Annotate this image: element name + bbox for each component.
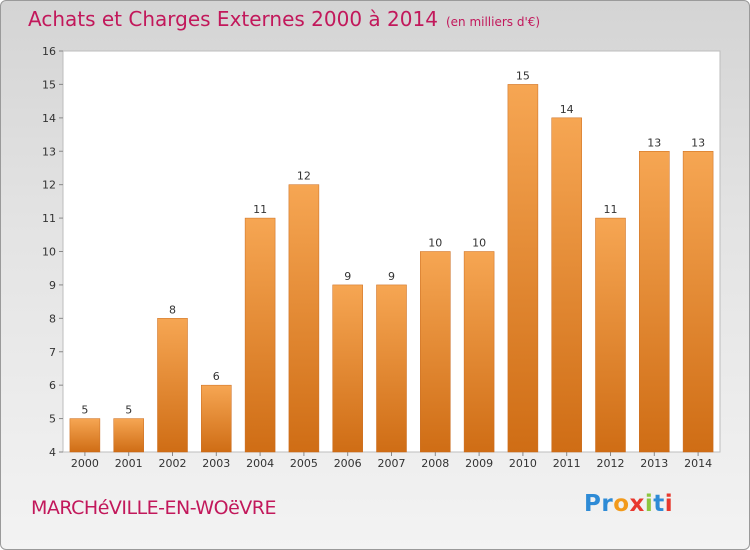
x-tick-label-2008: 2008 [421,457,449,470]
x-tick-label-2006: 2006 [334,457,362,470]
bar-2001 [113,418,144,453]
data-label-2008: 10 [428,237,442,250]
data-label-2006: 9 [344,270,351,283]
bar-2010 [507,84,539,453]
x-tick-label-2001: 2001 [115,457,143,470]
logo-letter: i [664,491,674,517]
data-label-2005: 12 [297,170,311,183]
bar-2004 [244,217,276,453]
x-tick-label-2009: 2009 [465,457,493,470]
y-tick-label: 4 [49,446,56,459]
data-label-2002: 8 [169,303,176,316]
y-tick-label: 12 [42,179,56,192]
unit-text: (en milliers d'€) [445,15,541,29]
bar-2003 [201,384,232,453]
data-label-2013: 13 [647,136,661,149]
y-tick-label: 14 [42,112,56,125]
bar-2013 [639,151,670,453]
x-tick-label-2007: 2007 [378,457,406,470]
bar-2009 [463,251,495,453]
x-tick-label-2012: 2012 [597,457,625,470]
logo-letter: P [584,491,602,517]
y-tick-label: 6 [49,379,56,392]
x-tick-label-2014: 2014 [684,457,712,470]
data-label-2012: 11 [604,203,618,216]
data-label-2009: 10 [472,237,486,250]
y-tick-label: 7 [49,346,56,359]
bar-2012 [595,217,626,453]
data-label-2001: 5 [125,404,132,417]
x-tick-label-2004: 2004 [246,457,274,470]
data-label-2000: 5 [81,404,88,417]
data-label-2011: 14 [560,103,574,116]
x-tick-label-2011: 2011 [553,457,581,470]
bar-2005 [288,184,320,453]
logo-letter: i [644,491,654,517]
bar-2006 [332,284,363,453]
data-label-2004: 11 [253,203,267,216]
logo-letter: o [613,491,630,517]
chart-title: Achats et Charges Externes 2000 à 2014 (e… [28,7,540,31]
y-tick-label: 9 [49,279,56,292]
y-tick-label: 13 [42,145,56,158]
bar-2002 [157,318,188,453]
data-label-2003: 6 [213,370,220,383]
title-text: Achats et Charges Externes 2000 à 2014 [28,7,438,31]
y-tick-label: 16 [42,45,56,58]
data-label-2007: 9 [388,270,395,283]
commune-name: MARCHéVILLE-EN-WOëVRE [31,497,276,519]
x-tick-label-2003: 2003 [202,457,230,470]
x-tick-label-2002: 2002 [159,457,187,470]
logo-letter: t [653,491,665,517]
bar-2011 [551,117,582,453]
y-tick-label: 15 [42,78,56,91]
bar-2014 [682,151,714,453]
x-tick-label-2013: 2013 [640,457,668,470]
y-tick-label: 8 [49,312,56,325]
y-tick-label: 11 [42,212,56,225]
y-tick-label: 5 [49,413,56,426]
x-tick-label-2010: 2010 [509,457,537,470]
data-label-2010: 15 [516,69,530,82]
logo-letter: x [629,491,645,517]
bar-2007 [376,284,407,453]
proxiti-logo: Proxiti [584,491,673,517]
bar-2008 [420,251,451,453]
y-tick-label: 10 [42,246,56,259]
x-tick-label-2000: 2000 [71,457,99,470]
x-tick-label-2005: 2005 [290,457,318,470]
data-label-2014: 13 [691,136,705,149]
logo-letter: r [601,491,614,517]
bar-2000 [69,418,101,453]
